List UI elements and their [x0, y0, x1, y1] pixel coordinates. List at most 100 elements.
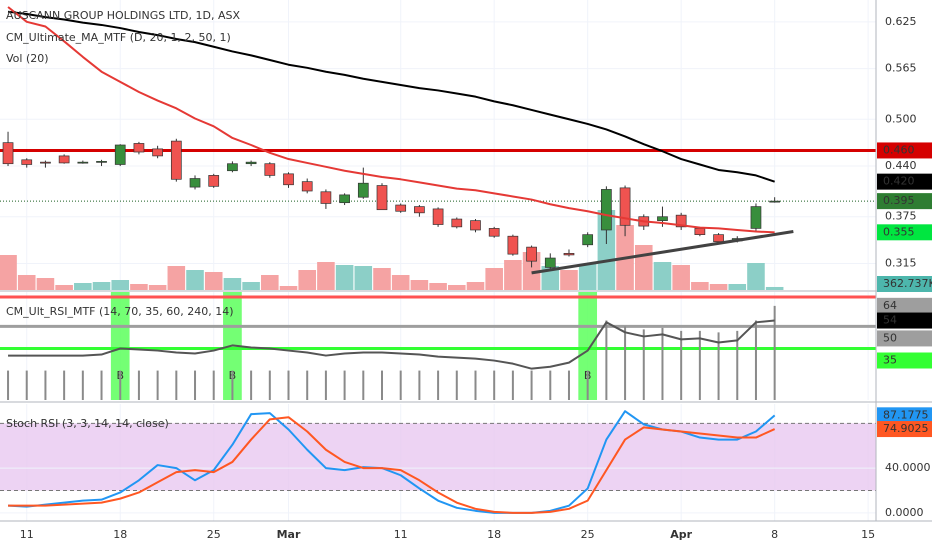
indicator-line	[8, 319, 775, 370]
axis-tag-label: 0.460	[883, 143, 915, 156]
volume-bar	[448, 285, 466, 290]
volume-bar	[391, 275, 410, 290]
volume-bar	[653, 262, 672, 290]
candle-body	[77, 161, 89, 164]
volume-bar	[410, 280, 429, 290]
candle-body	[58, 155, 70, 164]
candle-body	[40, 161, 51, 164]
volume-bar	[186, 270, 204, 290]
x-tick-label: 11	[20, 528, 34, 541]
candle-body	[414, 206, 425, 214]
volume-bar	[747, 263, 765, 290]
axis-tag	[877, 407, 932, 424]
axis-tag	[877, 173, 932, 190]
y-tick-label: 0.0000	[885, 506, 924, 519]
x-tick-label: Apr	[670, 528, 692, 541]
volume-bar	[261, 275, 279, 290]
y-tick-label: 0.375	[885, 210, 917, 223]
x-tick-label: 11	[394, 528, 408, 541]
volume-bar	[148, 285, 167, 290]
legend-title: AUSCANN GROUP HOLDINGS LTD, 1D, ASX	[6, 9, 240, 22]
x-tick-label: 25	[581, 528, 595, 541]
axis-tag	[877, 142, 932, 159]
axis-tag-label: 74.9025	[883, 422, 929, 435]
candle-body	[357, 182, 369, 198]
volume-bar	[578, 264, 597, 290]
candle-body	[114, 144, 126, 165]
axis-tag	[877, 421, 932, 438]
candle-body	[713, 234, 724, 243]
axis-tag-label: 362.737K	[883, 277, 932, 290]
indicator-line	[7, 10, 775, 183]
candle-body	[526, 246, 537, 262]
volume-bar	[691, 282, 709, 290]
candle-body	[582, 234, 594, 246]
candle-body	[264, 163, 276, 176]
legend-title: Stoch RSI (3, 3, 14, 14, close)	[6, 417, 169, 430]
x-tick-label: 18	[113, 528, 127, 541]
volume-bar	[354, 266, 373, 290]
candle-body	[96, 161, 107, 163]
axis-tag	[877, 193, 932, 210]
volume-bar	[373, 268, 391, 290]
candle-body	[245, 161, 257, 165]
axis-tag	[877, 352, 932, 369]
candle-body	[133, 143, 145, 153]
axis-tag	[877, 312, 932, 329]
volume-bar	[634, 245, 653, 290]
candle-body	[170, 140, 182, 180]
axis-tag-label: 0.420	[883, 175, 915, 188]
axis-tag-label: 0.395	[883, 194, 915, 207]
indicator-line	[7, 6, 775, 234]
axis-tag	[877, 297, 932, 314]
candle-body	[189, 178, 201, 188]
volume-bar	[429, 283, 447, 290]
axis-tag-label: 64	[883, 299, 897, 312]
indicator-line	[8, 416, 776, 514]
volume-bar	[466, 282, 485, 290]
volume-bar	[204, 272, 223, 290]
volume-bar	[672, 265, 690, 290]
volume-bar	[317, 262, 335, 290]
volume-bar	[242, 282, 260, 290]
volume-bar	[298, 270, 316, 290]
candle-body	[488, 228, 500, 237]
signal-band	[578, 292, 598, 400]
candle-body	[750, 206, 762, 229]
volume-bar	[111, 280, 130, 290]
indicator-line	[7, 410, 776, 514]
volume-bar	[728, 284, 747, 290]
volume-bar	[0, 255, 17, 290]
axis-tag-label: 54	[883, 314, 897, 327]
volume-bar	[279, 286, 298, 290]
candle-body	[657, 216, 668, 221]
legend-title: CM_Ult_RSI_MTF (14, 70, 35, 60, 240, 14)	[6, 305, 234, 318]
axis-tag-label: 50	[883, 331, 897, 344]
axis-tag	[877, 276, 932, 292]
volume-bar	[55, 285, 73, 290]
axis-tag	[877, 330, 932, 347]
y-tick-label: 0.315	[885, 256, 917, 269]
axis-tag	[877, 224, 932, 241]
volume-bar	[36, 278, 55, 290]
volume-bar	[560, 270, 578, 290]
volume-bar	[504, 260, 522, 290]
volume-bar	[335, 265, 354, 290]
candle-body	[395, 204, 407, 212]
candle-body	[2, 142, 14, 165]
x-tick-label: 8	[771, 528, 778, 541]
volume-bar	[167, 266, 186, 290]
y-tick-label: 0.500	[885, 112, 917, 125]
candle-body	[470, 220, 481, 231]
volume-bar	[74, 283, 92, 290]
x-tick-label: 18	[487, 528, 501, 541]
volume-bar	[485, 268, 503, 290]
candle-body	[339, 194, 350, 204]
axis-tag-label: 35	[883, 354, 897, 367]
volume-bar	[223, 278, 242, 290]
candle-body	[769, 200, 781, 203]
axis-tag-label: 0.355	[883, 225, 915, 238]
volume-bar	[92, 282, 111, 290]
y-tick-label: 0.440	[885, 159, 917, 172]
